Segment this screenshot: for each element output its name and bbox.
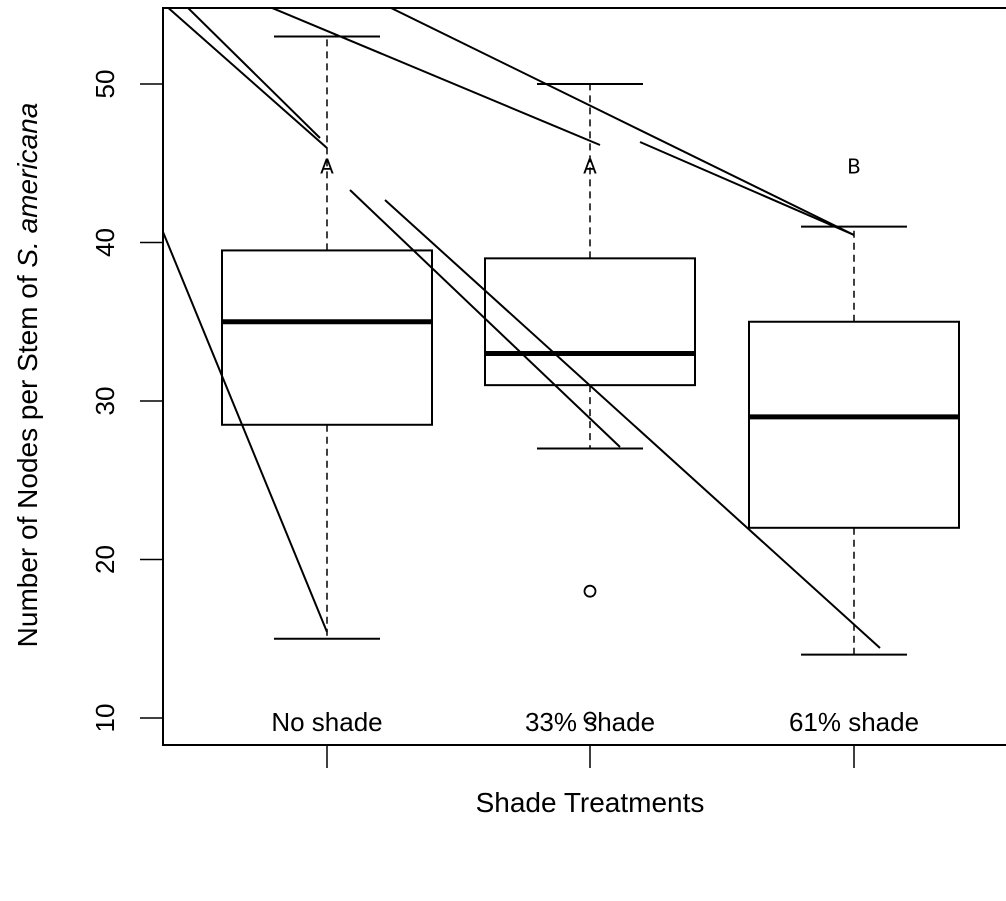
x-axis: No shade 33% shade 61% shade (271, 707, 919, 768)
x-axis-title: Shade Treatments (476, 787, 705, 818)
plot-frame (162, 7, 1006, 746)
y-tick-label: 10 (90, 704, 120, 733)
overlay-line (349, 189, 621, 448)
y-axis: 10 20 30 40 50 (90, 70, 163, 733)
overlay-line (384, 199, 881, 649)
outlier-point (583, 711, 597, 725)
x-tick-label: 61% shade (789, 707, 919, 737)
iqr-box (221, 249, 433, 426)
significance-letter: B (847, 154, 861, 178)
y-axis-title-species: S. americana (12, 103, 43, 268)
overlay-line (269, 8, 601, 146)
iqr-box (484, 257, 696, 387)
overlay-line (186, 8, 321, 139)
iqr-box (748, 320, 960, 529)
y-axis-title: Number of Nodes per Stem of S. americana (12, 103, 43, 648)
y-tick-label: 20 (90, 545, 120, 574)
significance-letter: A (320, 154, 334, 178)
y-tick-label: 40 (90, 228, 120, 257)
overlay-line (388, 8, 855, 236)
y-axis-title-main: Number of Nodes per Stem of (12, 268, 43, 648)
y-tick-label: 30 (90, 387, 120, 416)
significance-letter: A (583, 154, 597, 178)
overlay-line (166, 8, 328, 149)
overlay-lines (163, 8, 881, 649)
overlay-line (639, 141, 855, 236)
overlay-line (163, 231, 328, 633)
x-tick-label: 33% shade (525, 707, 655, 737)
y-tick-label: 50 (90, 70, 120, 99)
outlier-point (583, 584, 597, 598)
boxes-layer (221, 35, 960, 725)
x-tick-label: No shade (271, 707, 382, 737)
